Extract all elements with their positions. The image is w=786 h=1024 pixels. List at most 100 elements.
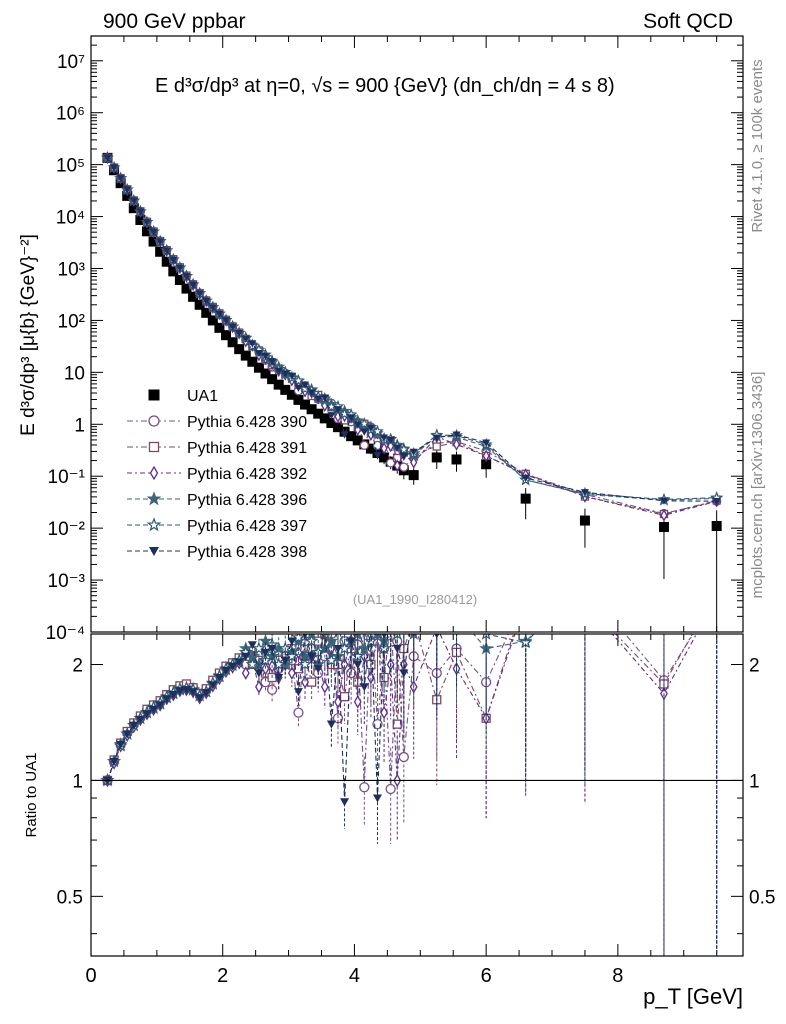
top-y-tick-label: 10⁷ xyxy=(57,52,85,73)
ratio-y-tick-label: 2 xyxy=(72,655,83,676)
legend-label: UA1 xyxy=(187,388,218,405)
ua1-data-point xyxy=(711,520,722,531)
top-series-point xyxy=(399,462,409,472)
ua1-data-point xyxy=(161,256,172,267)
ratio-series-point xyxy=(399,615,410,625)
ua1-data-point xyxy=(332,422,343,433)
top-y-tick-label: 10³ xyxy=(58,259,85,280)
ratio-series-point xyxy=(432,609,443,619)
ratio-series-point xyxy=(340,798,350,807)
ratio-series-point xyxy=(385,609,396,619)
ua1-data-point xyxy=(481,459,492,470)
top-series-point xyxy=(386,436,395,445)
top-series-point xyxy=(327,412,336,420)
ratio-series-point xyxy=(122,730,132,739)
ua1-data-point xyxy=(379,452,390,463)
ua1-data-point xyxy=(293,394,304,405)
ratio-series-line xyxy=(106,634,698,781)
top-series-point xyxy=(320,394,329,402)
ratio-series-point xyxy=(366,624,375,632)
ua1-data-point xyxy=(306,404,317,415)
ratio-series-line xyxy=(106,634,438,802)
ratio-series-point xyxy=(398,751,409,763)
ratio-series-point xyxy=(252,641,266,655)
ratio-series-point xyxy=(432,615,443,625)
legend-entry: Pythia 6.428 397 xyxy=(127,517,307,535)
ratio-series-point xyxy=(409,615,419,625)
ratio-series-point xyxy=(116,740,126,749)
ratio-series-point xyxy=(392,719,402,729)
top-y-tick-label: 10⁴ xyxy=(56,208,85,229)
x-tick-label: 4 xyxy=(349,965,360,987)
x-tick-label: 2 xyxy=(217,965,228,987)
header-right-label: Soft QCD xyxy=(643,10,733,33)
ratio-series-point xyxy=(340,657,349,672)
legend-entry: Pythia 6.428 396 xyxy=(127,491,307,509)
ua1-data-point xyxy=(352,435,363,446)
top-series-point xyxy=(409,448,418,456)
top-series-point xyxy=(136,208,145,216)
top-series-point xyxy=(366,424,375,432)
ratio-series-point xyxy=(293,688,303,697)
ua1-data-point xyxy=(135,214,146,225)
legend-label: Pythia 6.428 397 xyxy=(187,518,307,535)
plot-frames xyxy=(90,35,744,957)
x-tick-label: 6 xyxy=(481,965,492,987)
legend-entry: UA1 xyxy=(148,388,218,405)
legend-marker xyxy=(149,465,159,481)
top-y-tick-label: 10⁻² xyxy=(48,519,86,540)
ratio-series-point xyxy=(353,660,363,669)
ratio-series-point xyxy=(392,644,402,654)
ua1-data-point xyxy=(300,399,311,410)
ratio-series-point xyxy=(247,641,257,650)
ratio-series-point xyxy=(339,692,350,702)
top-y-tick-label: 1 xyxy=(74,415,85,436)
legend-label: Pythia 6.428 390 xyxy=(187,414,307,431)
top-series-point xyxy=(142,219,151,227)
top-series-point xyxy=(432,434,441,442)
legend-marker xyxy=(148,441,160,453)
ratio-series-point xyxy=(522,593,530,601)
legend-marker xyxy=(146,517,162,532)
ratio-series-point xyxy=(228,662,238,671)
ua1-data-point xyxy=(148,236,159,247)
ratio-series-line xyxy=(106,634,535,781)
mcplots-label: mcplots.cern.ch [arXiv:1306.3436] xyxy=(749,372,766,599)
ratio-series-point xyxy=(168,691,178,700)
ratio-series-point xyxy=(385,609,396,619)
top-series-point xyxy=(202,297,211,306)
ua1-data-point xyxy=(431,452,442,463)
legend-marker xyxy=(148,415,160,427)
ua1-data-point xyxy=(319,413,330,424)
ratio-series-point xyxy=(214,673,224,683)
ratio-y-tick-label-right: 1 xyxy=(749,771,760,792)
legend-label: Pythia 6.428 398 xyxy=(187,544,307,561)
ua1-data-point xyxy=(286,389,297,400)
ratio-series-point xyxy=(333,622,344,632)
ratio-series-point xyxy=(385,783,396,795)
ua1-data-point xyxy=(234,344,245,355)
ua1-data-point xyxy=(579,515,590,526)
top-series-point xyxy=(287,372,296,380)
top-y-tick-label: 10⁻³ xyxy=(48,571,86,592)
top-series-point xyxy=(393,459,401,472)
top-series-point xyxy=(301,381,310,389)
top-series-point xyxy=(353,421,362,429)
ratio-series-point xyxy=(360,623,368,631)
ratio-series-point xyxy=(274,673,284,683)
ratio-series-point xyxy=(580,581,589,590)
ratio-series-point xyxy=(254,669,264,678)
top-series-point xyxy=(521,474,530,482)
ratio-series-point xyxy=(208,681,218,690)
top-series-point xyxy=(660,509,668,522)
ua1-data-point xyxy=(240,350,251,361)
top-series-point xyxy=(482,439,491,447)
ua1-data-point xyxy=(408,470,419,481)
top-series-point xyxy=(371,424,384,437)
top-y-tick-label: 10⁻⁴ xyxy=(46,623,85,644)
ratio-series-point xyxy=(234,658,244,667)
ua1-data-point xyxy=(273,379,284,390)
ratio-series-point xyxy=(387,617,395,625)
ratio-series-point xyxy=(221,666,231,675)
ratio-series-point xyxy=(326,720,336,729)
